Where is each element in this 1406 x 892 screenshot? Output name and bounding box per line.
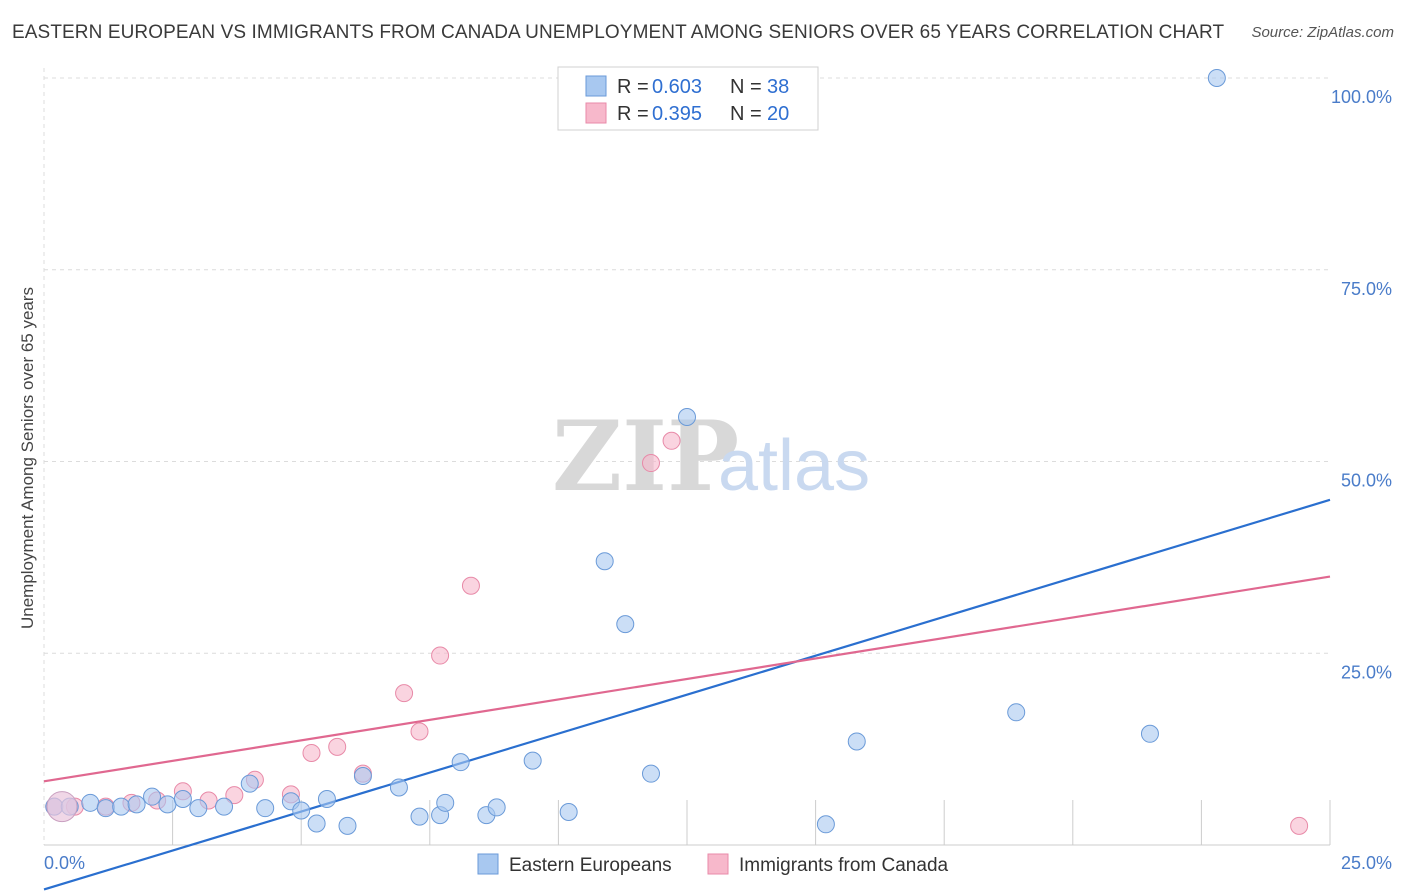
data-point [1207,69,1226,87]
data-point [307,814,326,833]
data-point [158,795,177,814]
data-point [96,799,115,818]
data-point [641,454,660,473]
data-point [410,807,429,826]
trend-lines [43,498,1331,891]
data-point [678,408,696,427]
data-points [45,69,1309,835]
data-point [847,732,866,751]
y-tick-label: 100.0% [1331,87,1392,107]
watermark-atlas: atlas [718,426,870,506]
data-point [451,753,470,772]
data-point [81,793,100,812]
data-point [302,743,321,762]
data-point [641,764,660,783]
legend-r-label-canada: R = [617,103,649,125]
data-point [317,789,336,808]
data-point [410,722,429,741]
data-point [353,766,372,785]
data-point [816,815,835,834]
legend-r-label-eastern: R = [617,76,649,98]
bottom-legend-swatch-canada [707,853,729,875]
data-point [143,787,162,806]
data-point [431,646,450,665]
y-tick-labels: 25.0% 50.0% 75.0% 100.0% [1331,87,1392,682]
data-point [1140,724,1159,743]
data-point [225,786,244,805]
data-point [1007,703,1026,722]
data-point [127,795,146,814]
trend-line-1 [43,575,1331,783]
legend-r-value-canada: 0.395 [652,103,702,125]
legend-n-value-eastern: 38 [767,76,789,98]
data-point [173,789,192,808]
data-point [189,799,208,818]
y-tick-label: 25.0% [1341,662,1392,682]
data-point [559,803,578,822]
data-point [487,798,506,817]
data-point [240,774,259,793]
legend-r-value-eastern: 0.603 [652,76,702,98]
data-point [389,778,408,797]
legend-swatch-canada [585,102,607,124]
data-point [338,816,357,835]
data-point [328,737,347,756]
data-point [292,801,311,820]
data-point [662,431,681,450]
y-tick-label: 50.0% [1341,471,1392,491]
data-point [112,797,131,816]
data-point [616,615,635,634]
y-tick-label: 75.0% [1341,279,1392,299]
x-tick-min: 0.0% [44,853,85,873]
x-tick-max: 25.0% [1341,853,1392,873]
data-point-cluster [46,791,78,823]
chart-title: EASTERN EUROPEAN VS IMMIGRANTS FROM CANA… [12,22,1225,43]
data-point [461,576,480,595]
bottom-legend-label-eastern: Eastern Europeans [509,855,672,876]
data-point [215,797,234,816]
data-point [436,793,455,812]
bottom-legend-label-canada: Immigrants from Canada [739,855,949,876]
data-point [395,684,414,703]
data-point [523,751,542,770]
data-point [256,799,275,818]
data-point [595,552,614,571]
bottom-legend: Eastern Europeans Immigrants from Canada [477,853,949,876]
trend-line-0 [43,498,1331,891]
legend-n-label-eastern: N = [730,76,762,98]
legend-n-value-canada: 20 [767,103,789,125]
y-axis-label: Unemployment Among Seniors over 65 years [18,287,37,629]
legend-n-label-canada: N = [730,103,762,125]
source-label: Source: ZipAtlas.com [1251,24,1394,41]
legend-swatch-eastern [585,75,607,97]
top-legend: R = 0.603 N = 38 R = 0.395 N = 20 [557,66,819,131]
bottom-legend-swatch-eastern [477,853,499,875]
data-point [1290,816,1309,835]
